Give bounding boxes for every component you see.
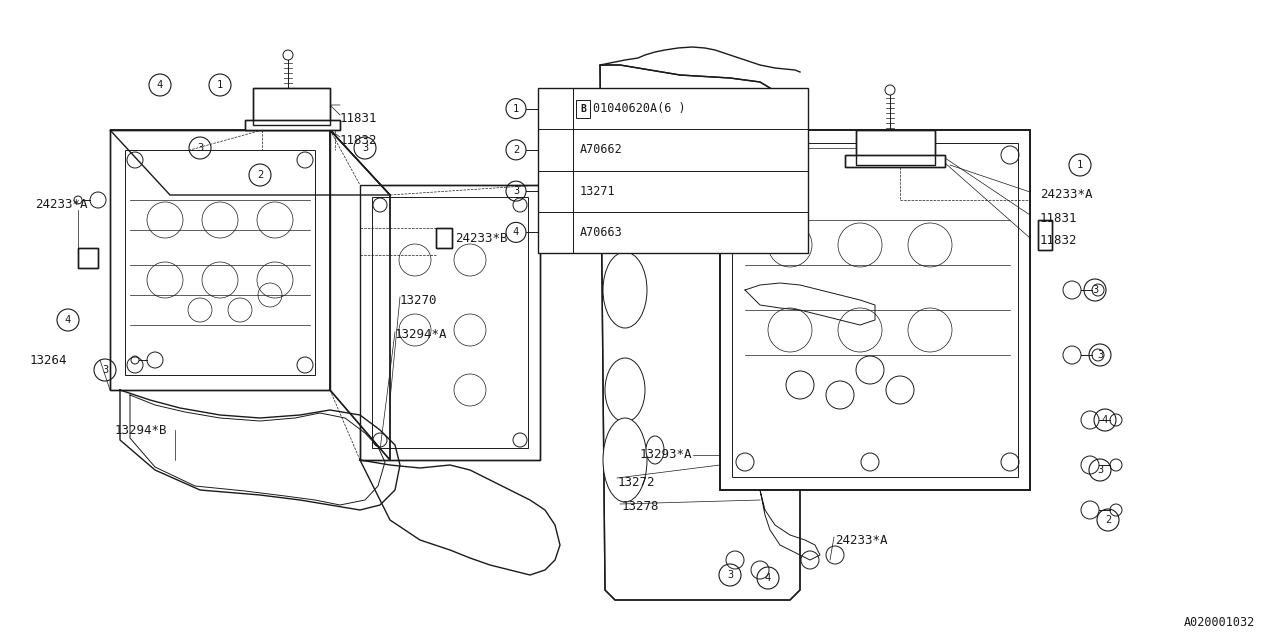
Polygon shape [600,65,800,600]
Text: 24233*B: 24233*B [454,232,507,244]
Text: A020001032: A020001032 [1184,616,1254,628]
Polygon shape [330,130,390,460]
Polygon shape [253,88,330,125]
Bar [538,88,808,253]
Ellipse shape [603,252,646,328]
Text: 24233*A: 24233*A [835,534,887,547]
Polygon shape [244,120,340,130]
Ellipse shape [605,358,645,422]
Polygon shape [436,228,452,248]
Text: 3: 3 [1092,285,1098,295]
Text: 4: 4 [513,227,520,237]
Polygon shape [360,185,540,460]
Text: 3: 3 [727,570,733,580]
Text: 3: 3 [362,143,369,153]
Polygon shape [1038,220,1052,250]
Ellipse shape [646,436,664,464]
Polygon shape [719,130,1030,490]
Text: 11831: 11831 [1039,211,1078,225]
Text: 13293*A: 13293*A [640,449,692,461]
Polygon shape [110,130,390,195]
Text: 24233*A: 24233*A [1039,189,1093,202]
Bar [576,100,590,118]
Polygon shape [856,130,934,165]
Text: 3: 3 [197,143,204,153]
Text: 4: 4 [65,315,72,325]
Ellipse shape [603,418,646,502]
Text: 11832: 11832 [340,134,378,147]
Text: 01040620A(6 ): 01040620A(6 ) [593,102,686,115]
Text: 24233*A: 24233*A [35,198,87,211]
Text: 3: 3 [1097,465,1103,475]
Text: 13264: 13264 [29,353,68,367]
Text: 13294*B: 13294*B [115,424,168,436]
Text: B: B [580,104,586,114]
Text: 1: 1 [513,104,520,114]
Text: 4: 4 [765,573,771,583]
Text: 11831: 11831 [340,111,378,125]
Text: 13278: 13278 [622,500,659,513]
Text: 2: 2 [513,145,520,155]
Polygon shape [78,248,99,268]
Text: 3: 3 [1097,350,1103,360]
Polygon shape [845,155,945,167]
Text: A70663: A70663 [580,226,623,239]
Text: 1: 1 [1076,160,1083,170]
Text: 1: 1 [216,80,223,90]
Text: 2: 2 [257,170,264,180]
Text: 13294*A: 13294*A [396,328,448,342]
Text: 13272: 13272 [618,476,655,488]
Text: 13293*B: 13293*B [620,141,672,154]
Text: 2: 2 [1105,515,1111,525]
Text: A70662: A70662 [580,143,623,156]
Text: 13271: 13271 [580,184,616,198]
Text: 4: 4 [157,80,163,90]
Text: 4: 4 [1102,415,1108,425]
Polygon shape [110,130,330,390]
Text: 3: 3 [513,186,520,196]
Text: 13270: 13270 [399,294,438,307]
Text: 11832: 11832 [1039,234,1078,246]
Text: 3: 3 [102,365,108,375]
